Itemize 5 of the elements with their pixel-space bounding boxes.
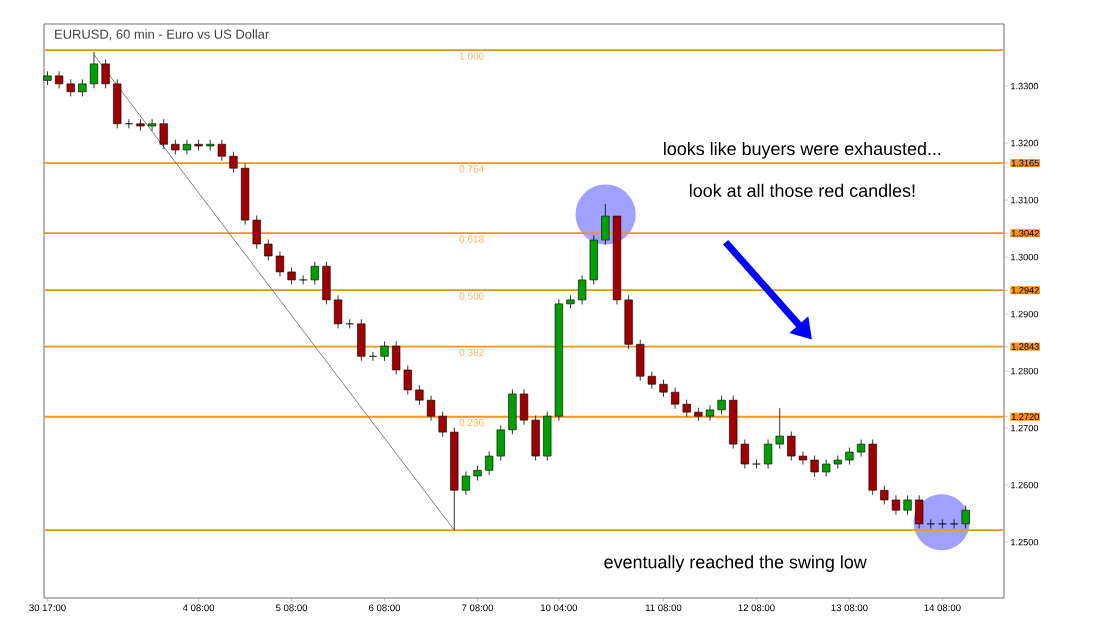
candlestick	[938, 518, 947, 529]
candlestick	[752, 459, 761, 469]
annotation: looks like buyers were exhausted...	[664, 141, 941, 159]
annotation: eventually reached the swing low	[604, 555, 867, 572]
annotation: look at all those red candles!	[689, 183, 915, 198]
